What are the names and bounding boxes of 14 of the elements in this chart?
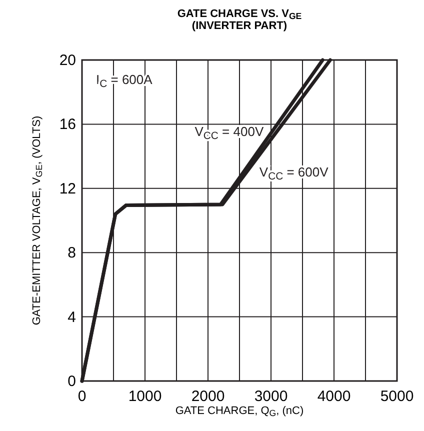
y-tick-label: 8 — [68, 244, 76, 262]
x-tick-label: 2000 — [191, 388, 225, 405]
x-tick-label: 5000 — [380, 388, 414, 405]
y-tick-label: 12 — [59, 180, 76, 198]
x-tick-label: 3000 — [254, 388, 288, 405]
x-tick-label: 4000 — [317, 388, 351, 405]
chart-subtitle: (INVERTER PART) — [192, 20, 288, 32]
x-tick-label: 1000 — [128, 388, 162, 405]
x-axis-title: GATE CHARGE, Q$_{G}$, (nC) — [175, 405, 304, 418]
y-tick-label: 0 — [68, 373, 76, 390]
y-tick-label: 20 — [59, 52, 76, 69]
y-tick-label: 16 — [59, 116, 76, 134]
chart-title: GATE CHARGE VS. V$_{GE}$ — [177, 8, 302, 22]
y-tick-label: 4 — [68, 308, 76, 326]
